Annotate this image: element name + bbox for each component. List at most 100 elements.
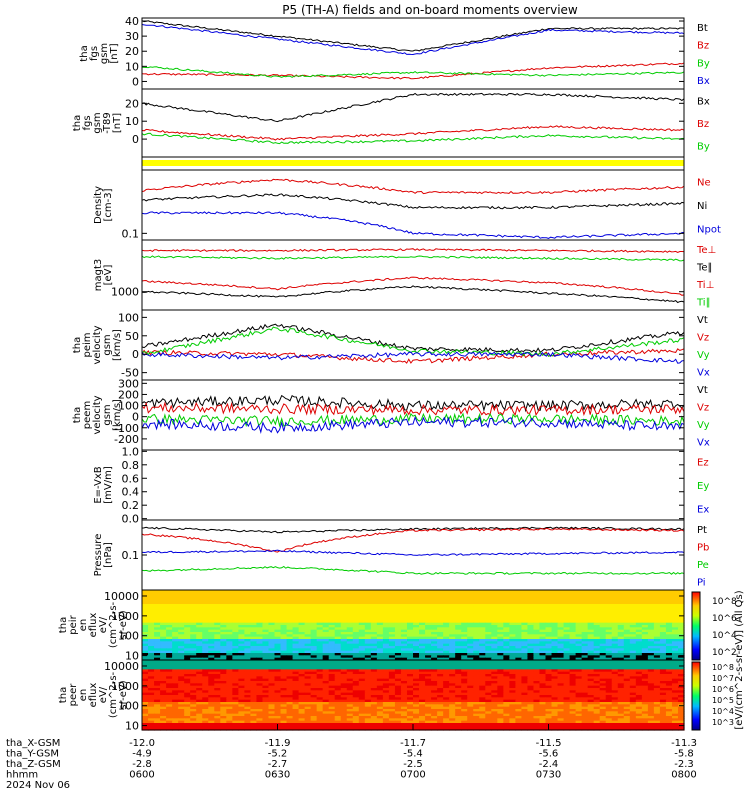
xaxis-value: -2.5 bbox=[403, 759, 423, 770]
xaxis-value: -4.9 bbox=[132, 749, 152, 760]
ylabel-peem_velocity: velocity bbox=[92, 395, 103, 434]
ylabel-temperature: magt3 bbox=[93, 259, 104, 292]
colorbar-tick-lower: 10^6 bbox=[712, 685, 734, 694]
series-temperature-Te∥ bbox=[141, 285, 685, 304]
legend-fgs_gsm_t89-Bx: Bx bbox=[697, 96, 710, 107]
ytick-label: 40 bbox=[125, 15, 139, 28]
ytick-label: 20 bbox=[125, 45, 139, 58]
colorbar-tick: 10^4 bbox=[712, 631, 737, 641]
ytick-label: 0.6 bbox=[122, 472, 140, 485]
xaxis-value: -11.7 bbox=[400, 738, 426, 749]
ylabel-fgs_gsm: tha bbox=[79, 45, 90, 61]
series-temperature-Ti∥ bbox=[141, 255, 685, 262]
xaxis-value: -5.6 bbox=[539, 749, 559, 760]
ylabel-fgs_gsm_t89: gsm bbox=[92, 112, 103, 133]
series-fgs_gsm-Bx bbox=[141, 24, 685, 56]
ytick-label: 1000 bbox=[111, 610, 139, 623]
ytick-label: 200 bbox=[118, 388, 139, 401]
panel-peim_velocity: -50 0 50 100 tha peim velocity gsm [km/s] Vt Vz Vy V… bbox=[72, 309, 710, 381]
ytick-label: 300 bbox=[118, 377, 139, 390]
ytick-label: 10 bbox=[125, 650, 139, 663]
ytick-label: 10000 bbox=[104, 590, 139, 603]
ylabel-peim_velocity: gsm bbox=[102, 334, 113, 355]
legend-pressure-Pi: Pi bbox=[697, 577, 706, 588]
panel-peir_en_eflux: 10 100 1000 10000 tha peir en eflux eV/(cm^2-s-s… bbox=[58, 589, 685, 663]
series-density-Ni bbox=[141, 193, 685, 210]
colorbar-label: [eV/(cm^2-s-sr-eV)] (All Qs) bbox=[734, 590, 745, 729]
series-peem_velocity-Vy bbox=[141, 412, 685, 428]
xaxis-value: -12.0 bbox=[129, 738, 155, 749]
ytick-label: 0.4 bbox=[122, 486, 140, 499]
ytick-label: 0 bbox=[132, 411, 139, 424]
panel-fgs_gsm: 0 10 20 30 40 tha fgs gsm [nT] Bt Bz By Bx bbox=[79, 15, 710, 90]
colorbar-upper bbox=[691, 591, 701, 661]
panel-fgs_gsm_t89: 0 10 20 tha fgs gsm -T89 [nT] Bx Bz By bbox=[72, 88, 710, 158]
series-peim_velocity-Vt bbox=[141, 323, 685, 353]
ylabel-fgs_gsm: fgs bbox=[89, 46, 100, 61]
colorbar: 10^8 10^6 10^4 10^2 10^8 10^7 10^6 10^5 10^4 10^3… bbox=[691, 590, 745, 731]
frame-fgs_gsm_t89 bbox=[141, 88, 685, 158]
series-peem_velocity-Vz bbox=[141, 401, 685, 417]
colorbar-tick-lower: 10^7 bbox=[712, 674, 734, 683]
legend-efield-Ex: Ex bbox=[697, 504, 709, 515]
frame-peem_velocity bbox=[141, 379, 685, 451]
ytick-label: 100 bbox=[118, 311, 139, 324]
legend-peem_velocity-Vx: Vx bbox=[697, 437, 710, 448]
legend-fgs_gsm-By: By bbox=[697, 58, 710, 69]
xaxis-value: -2.8 bbox=[132, 759, 152, 770]
ylabel-peir_en_eflux: eV/ bbox=[98, 616, 109, 633]
ylabel-peim_velocity: peim bbox=[82, 332, 93, 357]
panel-flag bbox=[141, 156, 685, 171]
legend-pressure-Pt: Pt bbox=[697, 525, 707, 536]
series-fgs_gsm_t89-Bz bbox=[141, 125, 685, 141]
legend-efield-Ey: Ey bbox=[697, 481, 709, 492]
ylabel-peir_en_eflux: peir bbox=[68, 614, 79, 634]
legend-fgs_gsm-Bz: Bz bbox=[697, 41, 709, 52]
ylabel-peem_velocity: gsm bbox=[102, 404, 113, 425]
frame-peim_velocity bbox=[141, 309, 685, 381]
legend-temperature-Te∥: Te∥ bbox=[696, 262, 713, 273]
colorbar-tick: 10^8 bbox=[712, 597, 737, 607]
xaxis-value: -5.8 bbox=[674, 749, 694, 760]
legend-pressure-Pb: Pb bbox=[697, 542, 709, 553]
series-peem_velocity-Vt bbox=[141, 394, 685, 413]
xaxis-value: -2.4 bbox=[539, 759, 559, 770]
panel-density: 0.1 Density [cm-3] Ne Ni Npot bbox=[93, 169, 721, 241]
legend-peim_velocity-Vy: Vy bbox=[697, 350, 710, 361]
panel-pressure: 0.1 Pressure [nPa] Pt Pb Pe Pi bbox=[93, 519, 709, 591]
ytick-label: 10 bbox=[125, 115, 139, 128]
ytick-label: 0.0 bbox=[122, 513, 140, 526]
series-temperature-Te⊥ bbox=[141, 248, 685, 254]
ylabel-density: Density bbox=[93, 186, 104, 224]
colorbar-tick-lower: 10^5 bbox=[712, 696, 734, 705]
frame-efield bbox=[141, 449, 685, 521]
ylabel-peir_en_eflux: en bbox=[78, 619, 89, 632]
legend-pressure-Pe: Pe bbox=[697, 560, 709, 571]
ytick-label: 0.1 bbox=[122, 549, 140, 562]
series-density-Npot bbox=[141, 211, 685, 239]
xaxis-row-label: tha_Z-GSM bbox=[6, 759, 61, 770]
ytick-label: -50 bbox=[121, 367, 139, 380]
ylabel-temperature: [eV] bbox=[103, 265, 114, 286]
series-pressure-Pe bbox=[141, 565, 685, 575]
xaxis-row-label: hhmm bbox=[6, 770, 38, 781]
legend-density-Ne: Ne bbox=[697, 178, 711, 189]
ylabel-fgs_gsm_t89: -T89 bbox=[102, 112, 113, 134]
colorbar-tick: 10^2 bbox=[712, 648, 737, 658]
ylabel-fgs_gsm_t89: fgs bbox=[82, 115, 93, 130]
colorbar-tick-lower: 10^4 bbox=[712, 707, 734, 716]
ylabel-peir_en_eflux: sr-eV) bbox=[118, 610, 129, 639]
panel-peer_en_eflux: 10 100 1000 10000 tha peer en eflux eV/(cm^2-s-s… bbox=[58, 659, 685, 733]
ylabel-fgs_gsm: [nT] bbox=[109, 43, 120, 63]
ylabel-peer_en_eflux: sr-eV) bbox=[118, 680, 129, 709]
xaxis-value: 0730 bbox=[536, 770, 561, 781]
legend-efield-Ez: Ez bbox=[697, 458, 709, 469]
ytick-label: 30 bbox=[125, 30, 139, 43]
ytick-label: 0.2 bbox=[122, 499, 140, 512]
panel-temperature: 1000 magt3 [eV] Te⊥ Te∥ Ti⊥ Ti∥ bbox=[93, 239, 716, 311]
ytick-label: 0 bbox=[132, 75, 139, 88]
xaxis-value: 0600 bbox=[129, 770, 154, 781]
ytick-label: 10 bbox=[125, 60, 139, 73]
legend-density-Npot: Npot bbox=[697, 224, 721, 235]
